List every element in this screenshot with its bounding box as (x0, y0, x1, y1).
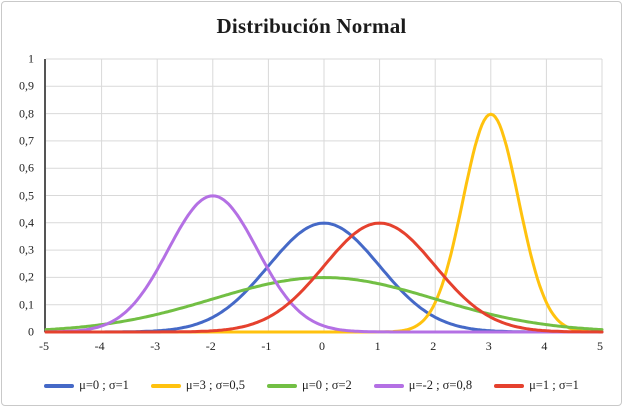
legend-line-swatch (150, 383, 181, 388)
legend-line-swatch (267, 383, 298, 388)
x-tick-label: -3 (150, 339, 161, 353)
plot-area (44, 58, 604, 334)
x-tick-label: 3 (485, 339, 492, 353)
x-tick-label: -2 (205, 339, 216, 353)
y-tick-label: 0 (28, 324, 34, 339)
y-tick-label: 0,4 (19, 215, 34, 230)
legend-label: μ=3 ; σ=0,5 (185, 378, 246, 392)
x-tick-label: -5 (39, 339, 49, 353)
y-tick-label: 1 (28, 51, 34, 66)
curve-series-4 (44, 221, 604, 334)
legend-label: μ=0 ; σ=2 (302, 378, 352, 392)
x-tick-label: -1 (261, 339, 272, 353)
y-tick-label: 0,2 (19, 269, 34, 284)
plot-canvas (44, 58, 604, 334)
legend-item-series-1: μ=3 ; σ=0,5 (150, 378, 246, 393)
x-tick-label: -4 (94, 339, 105, 353)
x-axis-labels: -5 -4 -3 -2 -1 0 1 2 3 4 5 (39, 339, 603, 355)
legend-label: μ=0 ; σ=1 (79, 378, 129, 392)
y-tick-label: 0,7 (19, 133, 34, 148)
curve-series-3 (44, 194, 604, 334)
legend: μ=0 ; σ=1 μ=3 ; σ=0,5 μ=0 ; σ=2 μ=-2 ; σ=0,… (2, 378, 621, 393)
legend-item-series-2: μ=0 ; σ=2 (267, 378, 352, 393)
legend-item-series-3: μ=-2 ; σ=0,8 (373, 378, 473, 393)
legend-line-swatch (44, 383, 75, 388)
legend-label: μ=-2 ; σ=0,8 (408, 378, 473, 392)
legend-label: μ=1 ; σ=1 (529, 378, 579, 392)
x-tick-label: 2 (430, 339, 437, 353)
legend-line-swatch (373, 383, 404, 388)
y-tick-label: 0,3 (19, 242, 34, 257)
y-tick-label: 0,9 (19, 78, 34, 93)
legend-item-series-0: μ=0 ; σ=1 (44, 378, 129, 393)
y-tick-label: 0,8 (19, 106, 34, 121)
y-tick-label: 0,5 (19, 188, 34, 202)
y-axis-labels: 1 0,9 0,8 0,7 0,6 0,5 0,4 0,3 0,2 0,1 0 (2, 52, 36, 339)
x-tick-label: 0 (319, 339, 325, 353)
x-tick-label: 4 (541, 339, 548, 353)
legend-line-swatch (494, 383, 525, 388)
curve-series-2 (44, 276, 604, 332)
x-tick-label: 1 (374, 339, 381, 353)
y-tick-label: 0,6 (19, 160, 34, 175)
y-tick-label: 0,1 (19, 297, 34, 312)
chart-title: Distribución Normal (216, 14, 407, 38)
legend-item-series-4: μ=1 ; σ=1 (494, 378, 579, 393)
x-tick-label: 5 (597, 339, 603, 353)
